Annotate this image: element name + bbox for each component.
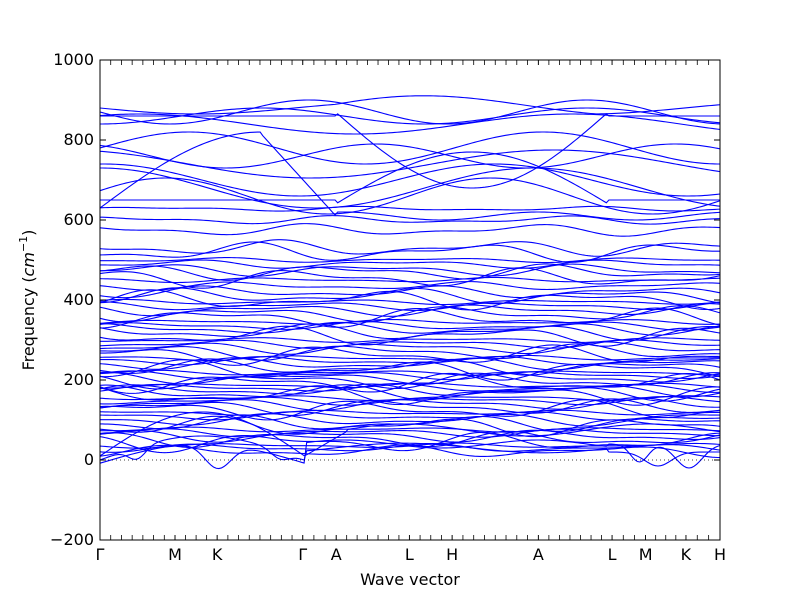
band-line — [99, 276, 721, 284]
x-tick-label: K — [212, 545, 223, 564]
band-line — [99, 259, 721, 269]
band-line — [99, 307, 721, 329]
band-line — [99, 303, 721, 317]
band-line — [99, 370, 721, 381]
band-line — [99, 383, 721, 398]
band-line — [99, 301, 721, 312]
band-line — [99, 263, 721, 281]
band-line — [99, 343, 721, 361]
band-line — [99, 396, 721, 406]
band-line — [99, 339, 721, 349]
band-line — [99, 354, 721, 361]
band-line — [99, 359, 721, 381]
band-line — [100, 413, 721, 427]
band-line-cross — [99, 131, 721, 221]
band-line-high — [99, 95, 721, 115]
band-line-high — [99, 107, 721, 125]
band-line — [99, 205, 721, 212]
y-tick-label: −200 — [50, 530, 94, 549]
band-line-high — [99, 177, 721, 215]
band-line — [99, 358, 721, 376]
x-tick-label: L — [405, 545, 414, 564]
acoustic-band-2 — [99, 435, 720, 467]
band-line-high — [100, 113, 720, 189]
band-line-high — [99, 99, 721, 125]
band-line — [99, 429, 721, 443]
band-line — [99, 382, 721, 393]
band-line — [99, 372, 721, 390]
band-line — [99, 241, 720, 263]
x-tick-label: H — [446, 545, 458, 564]
y-tick-label: 0 — [84, 450, 94, 469]
y-axis: −200 0 200 400 600 800 1000 — [50, 50, 720, 549]
band-line — [99, 341, 721, 355]
acoustic-band-1 — [99, 439, 721, 470]
y-tick-label: 1000 — [53, 50, 94, 69]
x-tick-label: A — [533, 545, 544, 564]
band-line-high — [99, 149, 721, 179]
band-line — [99, 318, 721, 325]
x-tick-label: Γ — [96, 545, 105, 564]
x-tick-label: M — [639, 545, 653, 564]
y-tick-label: 400 — [63, 290, 94, 309]
band-line — [99, 321, 721, 331]
band-line — [99, 444, 721, 459]
band-line — [99, 321, 721, 336]
band-line-high — [99, 131, 721, 165]
band-line — [99, 289, 721, 311]
y-axis-label-close: ) — [19, 230, 38, 236]
x-tick-label: Γ — [298, 545, 307, 564]
x-tick-label: L — [608, 545, 617, 564]
band-line — [99, 397, 721, 411]
band-line — [99, 285, 721, 299]
band-line — [99, 305, 721, 323]
y-axis-label-text: Frequency ( — [19, 276, 38, 370]
band-line — [99, 263, 721, 277]
x-tick-label: A — [331, 545, 342, 564]
series-layer — [99, 95, 721, 470]
band-line-high — [99, 167, 721, 209]
y-tick-label: 600 — [63, 210, 94, 229]
band-line — [99, 215, 721, 225]
x-axis-label: Wave vector — [360, 570, 460, 589]
band-line-high — [99, 163, 721, 197]
band-line — [99, 369, 721, 376]
y-axis-label-exponent: −1 — [17, 236, 30, 252]
band-line-high — [100, 151, 720, 204]
x-tick-label: K — [681, 545, 692, 564]
band-line — [99, 426, 721, 433]
band-line — [99, 287, 721, 305]
y-axis-label: Frequency (cm−1) — [17, 230, 38, 371]
band-line — [99, 281, 721, 291]
band-line — [99, 257, 721, 264]
acoustic-band-3 — [99, 411, 721, 457]
band-line — [99, 415, 721, 438]
band-line — [99, 398, 721, 417]
band-line — [99, 399, 721, 421]
band-line — [99, 223, 721, 237]
y-tick-label: 200 — [63, 370, 94, 389]
y-axis-label-unit: cm — [19, 252, 38, 276]
y-tick-label: 800 — [63, 130, 94, 149]
band-line — [99, 428, 721, 438]
x-tick-label: M — [168, 545, 182, 564]
band-line — [99, 298, 721, 306]
x-tick-label: H — [714, 545, 726, 564]
band-line — [99, 409, 721, 416]
